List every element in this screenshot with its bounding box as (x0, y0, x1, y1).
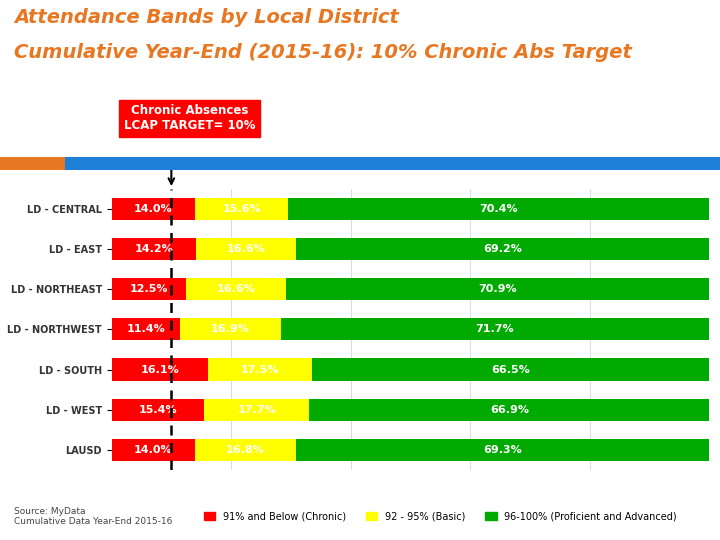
Text: 17.5%: 17.5% (241, 364, 279, 375)
Bar (286, 278, 709, 300)
Bar (197, 238, 296, 260)
Bar (112, 238, 197, 260)
Text: 16.8%: 16.8% (226, 445, 265, 455)
Text: 15.6%: 15.6% (222, 204, 261, 214)
Text: Source: MyData
Cumulative Data Year-End 2015-16: Source: MyData Cumulative Data Year-End … (14, 507, 173, 526)
Bar (195, 198, 289, 220)
Bar (296, 238, 709, 260)
Bar (204, 399, 310, 421)
Bar (112, 438, 195, 461)
Legend: 91% and Below (Chronic), 92 - 95% (Basic), 96-100% (Proficient and Advanced): 91% and Below (Chronic), 92 - 95% (Basic… (204, 511, 677, 521)
Text: 16.1%: 16.1% (140, 364, 179, 375)
Text: 70.9%: 70.9% (478, 284, 517, 294)
Bar (312, 359, 710, 381)
Text: 14.2%: 14.2% (135, 244, 174, 254)
Text: 66.9%: 66.9% (490, 404, 528, 415)
Text: 15.4%: 15.4% (138, 404, 177, 415)
Bar (112, 198, 195, 220)
Text: 16.6%: 16.6% (227, 244, 266, 254)
Bar (195, 438, 296, 461)
Bar (112, 319, 180, 340)
Text: 66.5%: 66.5% (492, 364, 531, 375)
Text: 14.0%: 14.0% (134, 204, 173, 214)
Text: 70.4%: 70.4% (480, 204, 518, 214)
Text: Attendance Bands by Local District: Attendance Bands by Local District (14, 8, 400, 27)
Text: 17.7%: 17.7% (237, 404, 276, 415)
Text: 16.9%: 16.9% (211, 325, 250, 334)
Bar (112, 359, 208, 381)
Bar (180, 319, 281, 340)
Text: Cumulative Year-End (2015-16): 10% Chronic Abs Target: Cumulative Year-End (2015-16): 10% Chron… (14, 43, 632, 62)
Text: 71.7%: 71.7% (476, 325, 514, 334)
Bar (186, 278, 286, 300)
Text: 14.0%: 14.0% (134, 445, 173, 455)
Text: 69.3%: 69.3% (483, 445, 522, 455)
Bar (296, 438, 710, 461)
Text: 12.5%: 12.5% (130, 284, 168, 294)
Bar (112, 399, 204, 421)
Text: 16.6%: 16.6% (217, 284, 256, 294)
Bar (289, 198, 709, 220)
Text: Chronic Absences
LCAP TARGET= 10%: Chronic Absences LCAP TARGET= 10% (124, 104, 255, 132)
Text: 69.2%: 69.2% (483, 244, 522, 254)
Bar (208, 359, 312, 381)
Bar (281, 319, 709, 340)
Text: 11.4%: 11.4% (126, 325, 165, 334)
Bar (310, 399, 709, 421)
Bar (112, 278, 186, 300)
